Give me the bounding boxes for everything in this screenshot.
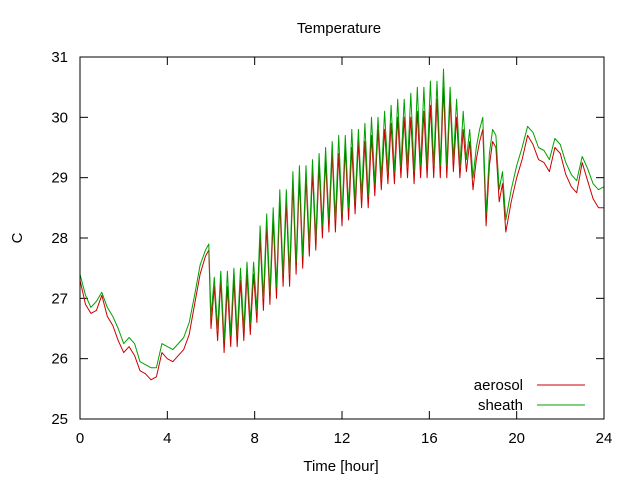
series-line-sheath — [79, 68, 605, 369]
y-tick-label: 25 — [51, 411, 68, 428]
plot-area — [79, 68, 605, 381]
x-tick-label: 24 — [596, 430, 613, 447]
x-tick-label: 20 — [508, 430, 525, 447]
y-axis-label: C — [9, 232, 26, 243]
y-tick-label: 30 — [51, 109, 68, 126]
legend: aerosol sheath — [474, 377, 585, 414]
chart-title: Temperature — [297, 20, 381, 37]
y-tick-label: 26 — [51, 351, 68, 368]
series-line-aerosol — [79, 86, 604, 381]
plot-frame — [79, 56, 605, 420]
y-tick-label: 27 — [51, 290, 68, 307]
x-axis-label: Time [hour] — [303, 458, 378, 475]
x-tick-label: 4 — [163, 430, 171, 447]
y-tick-label: 28 — [51, 230, 68, 247]
axis-ticks: 0 4 8 12 16 20 24 25 26 27 28 29 30 31 — [51, 49, 612, 447]
x-tick-label: 0 — [76, 430, 84, 447]
y-tick-label: 29 — [51, 170, 68, 187]
legend-label-sheath: sheath — [478, 397, 523, 414]
x-tick-label: 8 — [250, 430, 258, 447]
x-tick-label: 16 — [421, 430, 438, 447]
y-tick-label: 31 — [51, 49, 68, 66]
legend-label-aerosol: aerosol — [474, 377, 523, 394]
x-tick-label: 12 — [334, 430, 351, 447]
